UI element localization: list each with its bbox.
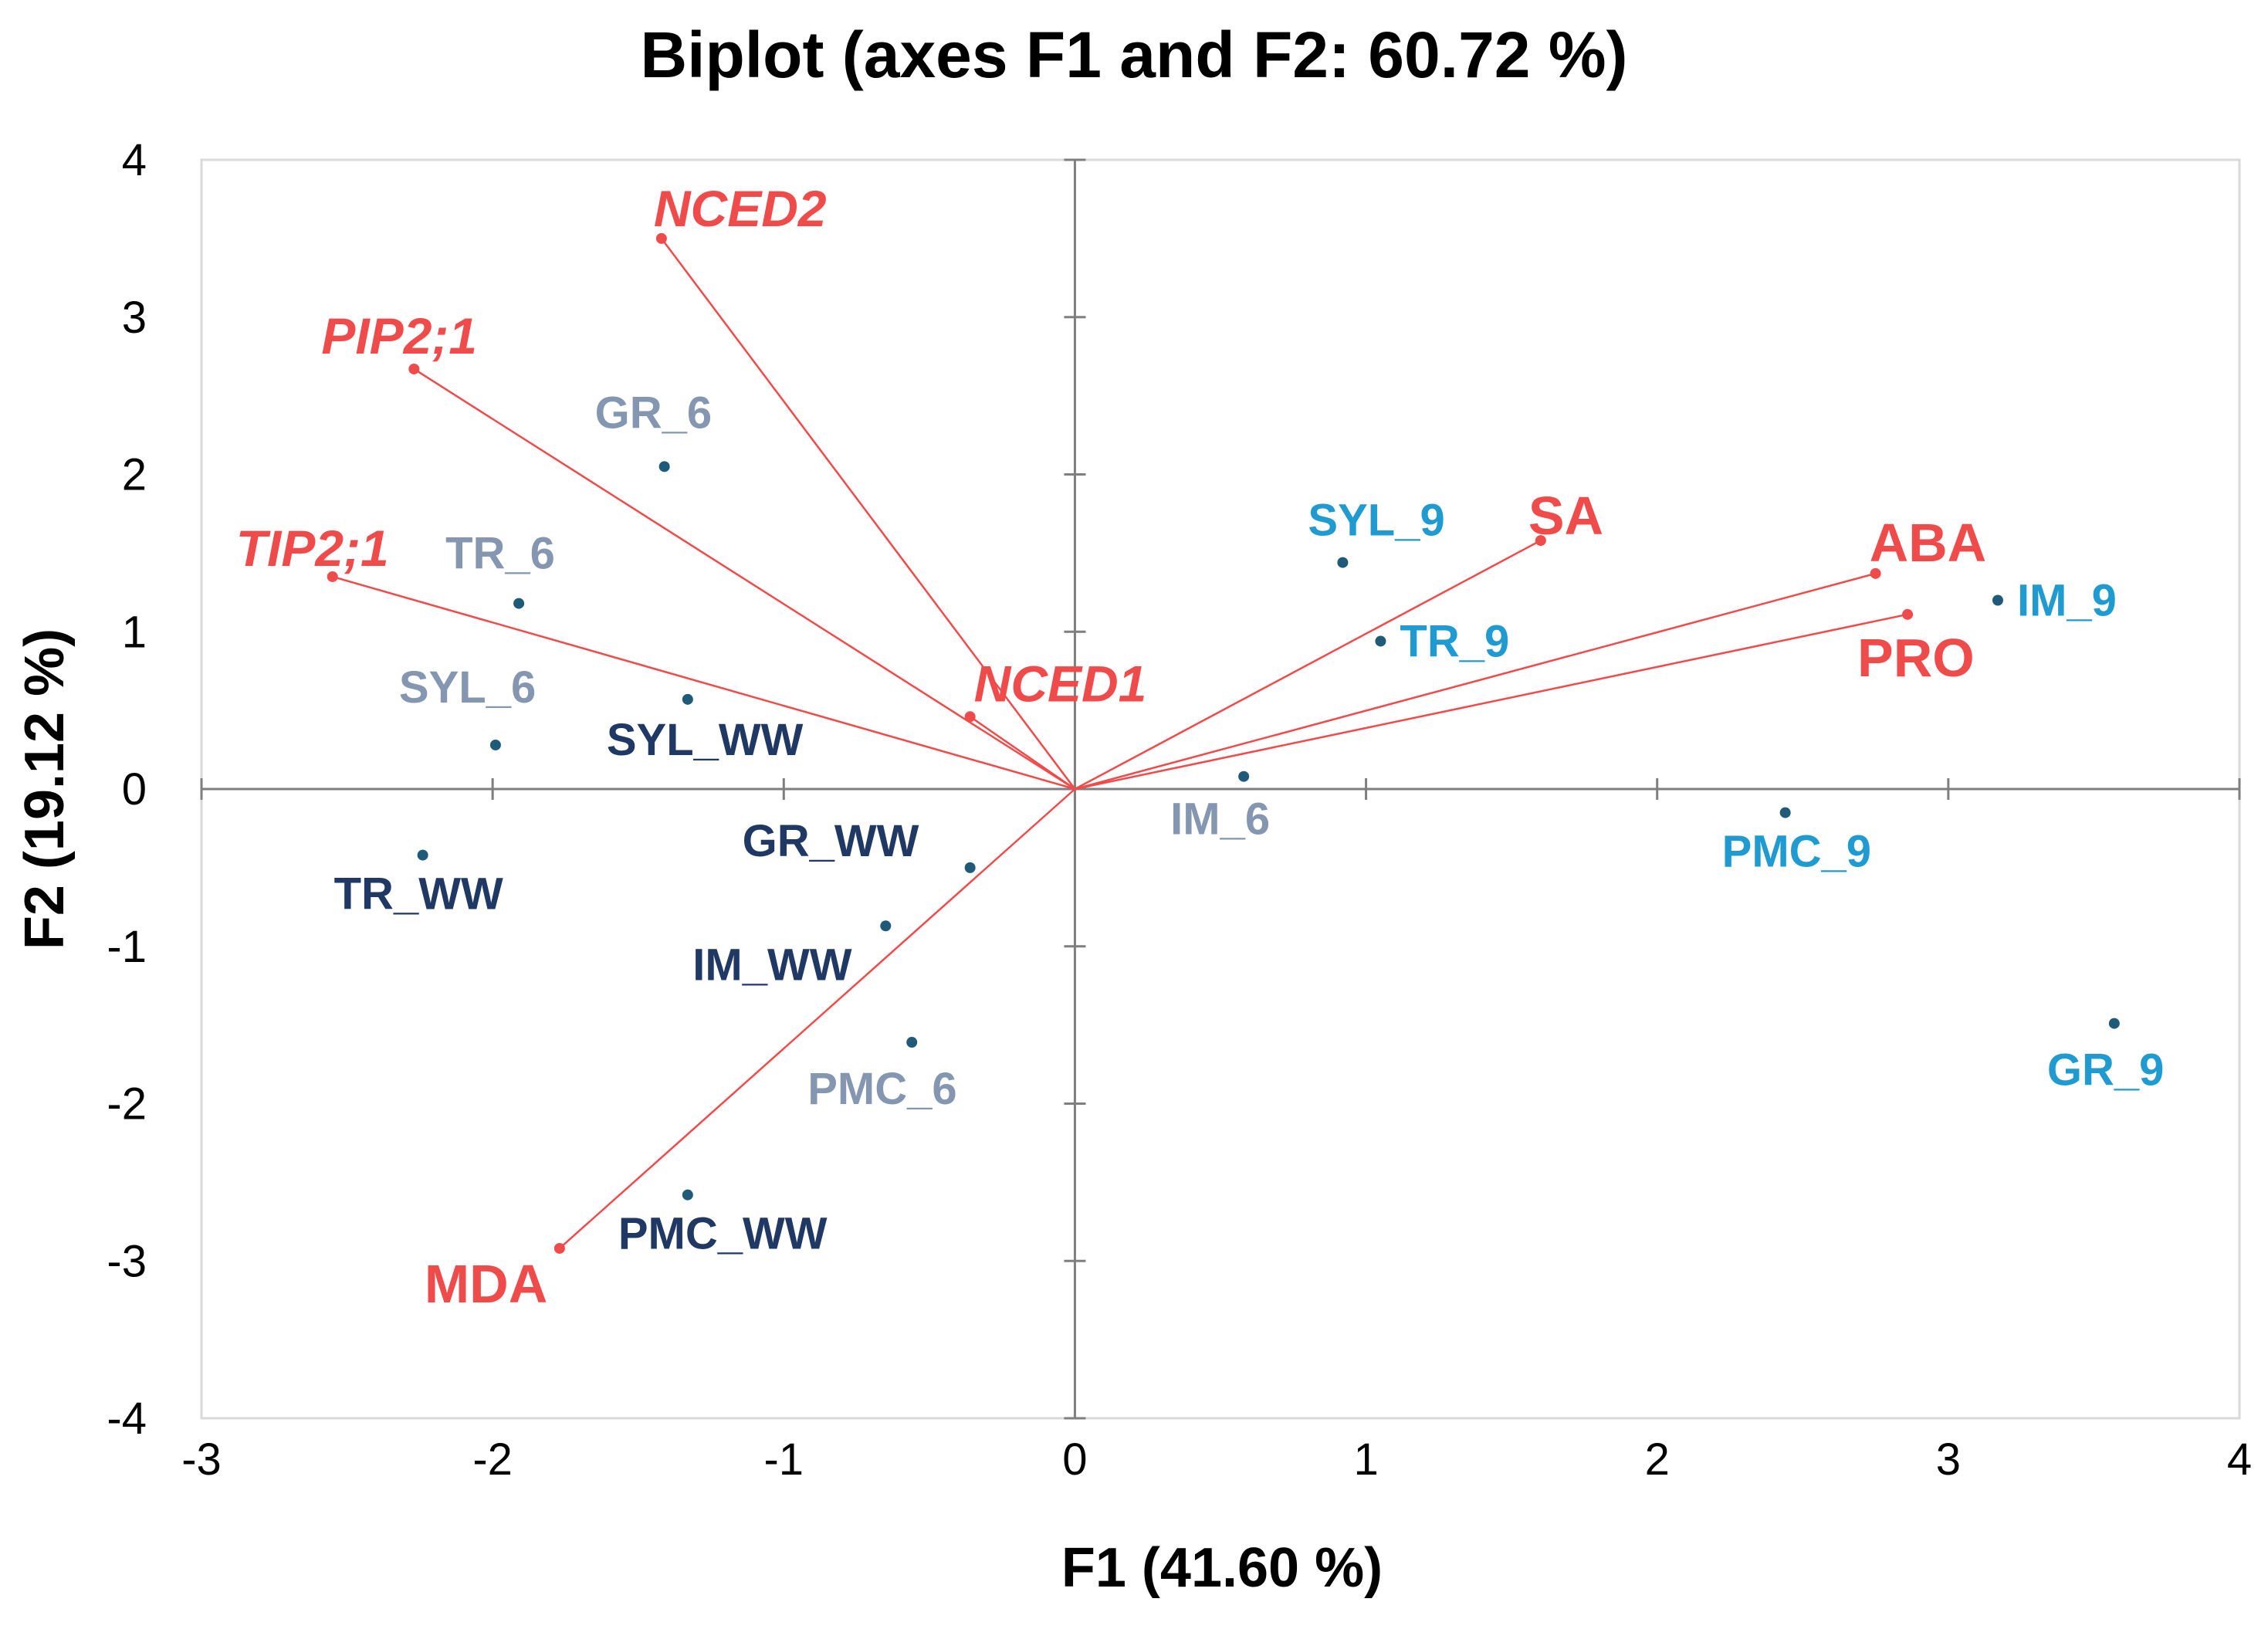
variable-vector-line [413,367,1076,791]
observation-marker [906,1037,918,1048]
x-tick-label: -2 [472,1434,513,1485]
y-tick-label: 4 [122,135,147,185]
observation-label: IM_6 [1170,794,1270,845]
observation-label: PMC_9 [1722,827,1871,877]
variable-vector-tip [327,571,338,582]
variable-label: NCED2 [654,180,827,237]
x-tick-label: -1 [763,1434,804,1485]
variable-label: PIP2;1 [321,307,477,364]
chart-title: Biplot (axes F1 and F2: 60.72 %) [640,19,1627,91]
y-tick-label: 2 [122,450,147,500]
observation-label: IM_WW [692,940,851,990]
observation-label: GR_WW [743,816,919,866]
y-tick-label: -1 [107,922,147,972]
observation-marker [1238,771,1250,782]
observation-marker [513,598,525,609]
variable-vector-tip [655,232,667,244]
variable-vector-line [660,238,1076,790]
variable-label: NCED1 [974,655,1147,712]
y-tick-label: -4 [107,1394,147,1444]
variable-vector-tip [553,1242,565,1254]
observation-label: GR_9 [2047,1045,2165,1096]
observation-points: GR_6 TR_6 SYL_6 IM_6 PMC_6 SYL_WW GR_WW TR_WW IM… [334,388,2165,1258]
observation-marker [658,461,670,472]
observation-marker [964,862,976,873]
variable-vector-tip [408,363,420,374]
observation-label: IM_9 [2017,576,2117,626]
observation-label: SYL_9 [1308,496,1444,546]
observation-marker [682,693,693,705]
observation-label: GR_6 [595,388,713,438]
variable-label: SA [1528,486,1603,546]
axes-layer: -3 -2 -1 0 1 2 3 4 4 3 2 1 0 -1 -2 -3 -4 [107,135,2252,1485]
observation-label: SYL_WW [607,715,804,765]
x-tick-label: 4 [2227,1434,2252,1485]
variable-vector-tip [1902,608,1914,620]
observation-marker [417,849,428,861]
variable-label: TIP2;1 [236,520,389,577]
variable-vector-line [332,575,1075,791]
variable-vectors: NCED2 PIP2;1 TIP2;1 NCED1 SA ABA PRO MDA [236,180,1987,1314]
x-axis-label: F1 (41.60 %) [1061,1537,1383,1599]
observation-marker [880,920,892,932]
observation-label: TR_9 [1400,616,1509,666]
x-tick-label: 3 [1936,1434,1961,1485]
observation-label: TR_6 [445,529,555,579]
observation-label: PMC_6 [807,1064,956,1114]
observation-label: SYL_6 [399,662,536,713]
y-tick-label: -2 [107,1079,147,1130]
y-tick-label: 3 [122,293,147,343]
variable-vector-line [969,716,1076,791]
observation-marker [2108,1018,2120,1029]
y-tick-label: 0 [122,764,147,815]
variable-vector-tip [1535,535,1546,547]
x-tick-label: 0 [1062,1434,1087,1485]
variable-vector-tip [964,711,976,723]
variable-label: PRO [1857,628,1975,688]
variable-vector-line [1074,539,1542,791]
variable-vector-line [1075,572,1876,791]
y-tick-label: 1 [122,607,147,657]
y-tick-label: -3 [107,1236,147,1286]
observation-marker [1779,807,1791,818]
observation-marker [489,739,501,750]
observation-marker [1375,635,1386,647]
variable-vector-line [559,788,1076,1249]
variable-vector-tip [1870,567,1881,579]
observation-label: PMC_WW [618,1209,828,1259]
observation-label: TR_WW [334,869,503,920]
observation-marker [1992,594,2003,606]
variable-vector-line [1075,613,1908,791]
x-tick-label: 1 [1353,1434,1378,1485]
y-axis-label: F2 (19.12 %) [14,628,76,950]
x-tick-label: 2 [1645,1434,1670,1485]
observation-marker [1337,557,1349,568]
variable-label: MDA [425,1254,547,1314]
variable-label: ABA [1870,513,1987,573]
observation-marker [682,1189,693,1201]
x-tick-label: -3 [181,1434,222,1485]
